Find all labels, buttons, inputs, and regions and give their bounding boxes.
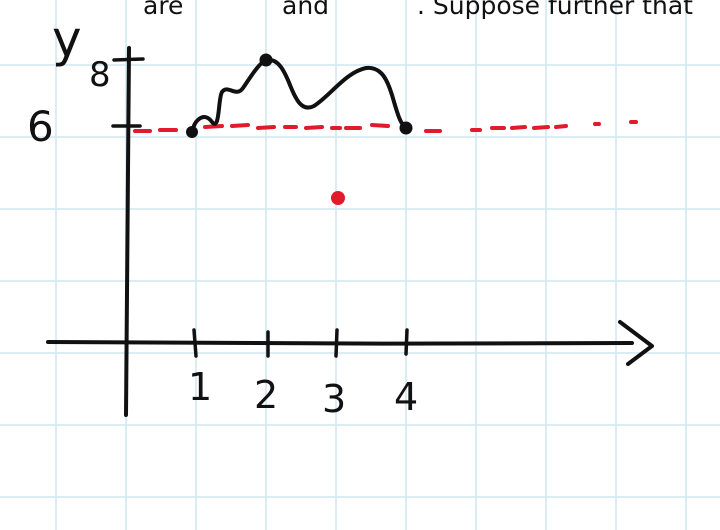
- y-axis-label: y: [52, 10, 82, 68]
- red-dash-segment: [370, 123, 390, 128]
- x-tick-label-2: 2: [254, 373, 278, 417]
- x-tick-label-3: 3: [322, 377, 346, 421]
- header-fragment-and: and: [282, 0, 329, 20]
- header-fragment-suppose: . Suppose further that: [417, 0, 693, 20]
- x-axis-arrowhead: [618, 320, 654, 366]
- red-dash-segment: [256, 125, 276, 130]
- red-isolated-point: [331, 191, 345, 205]
- y-value-8-label: 8: [89, 55, 111, 95]
- red-dash-segment: [532, 125, 550, 130]
- header-fragment-are: are: [143, 0, 183, 20]
- x-tick-label-4: 4: [394, 375, 418, 419]
- x-tick-3: [334, 328, 339, 358]
- red-dashed-line-y6: [133, 120, 638, 133]
- x-tick-1: [192, 328, 198, 358]
- function-curve: [190, 57, 408, 134]
- red-dash-segment: [230, 123, 250, 128]
- red-dash-segment: [554, 124, 568, 129]
- curve-point-1: [186, 126, 198, 138]
- curve-point-2: [259, 53, 273, 67]
- red-dash-segment: [203, 124, 224, 129]
- curve-point-4: [399, 121, 413, 135]
- y-tick-8: [112, 57, 145, 62]
- x-tick-label-1: 1: [188, 365, 212, 409]
- y-value-6-label: 6: [27, 102, 54, 151]
- red-dash-segment: [304, 125, 324, 130]
- x-tick-4: [404, 328, 409, 356]
- y-axis: [124, 46, 131, 417]
- x-axis: [46, 340, 634, 346]
- red-dash-segment: [510, 125, 527, 130]
